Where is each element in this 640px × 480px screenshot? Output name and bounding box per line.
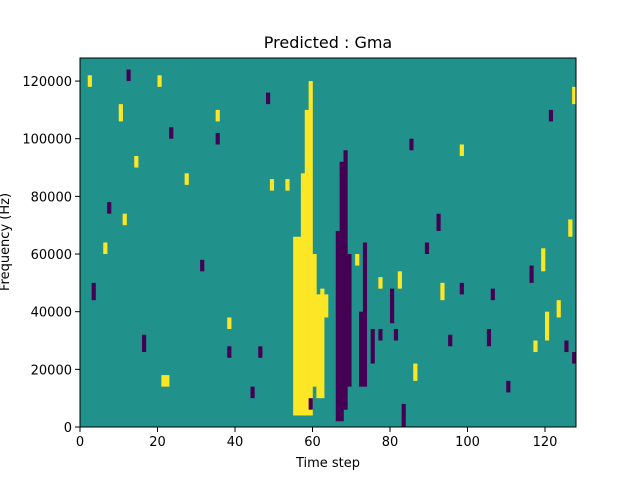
heatmap-cell-60 [448,334,453,347]
heatmap-cell-46 [335,230,340,422]
heatmap-cell-9 [215,109,220,122]
x-axis-label: Time step [295,456,360,471]
heatmap-cell-7 [165,375,170,387]
heatmap-cell-36 [126,69,131,82]
heatmap-cell-59 [436,213,441,231]
x-tick-label: 40 [227,435,244,450]
heatmap-cell-47 [339,161,344,422]
heatmap-cell-8 [184,173,189,185]
heatmap-cell-44 [266,92,271,105]
heatmap-cell-14 [297,236,302,416]
heatmap-cells [87,69,577,427]
heatmap-cell-5 [157,75,162,87]
heatmap-cell-35 [107,202,112,214]
heatmap-cell-16 [304,109,309,416]
heatmap-cell-34 [91,282,96,301]
y-axis: 0 20000 40000 60000 80000 100000 120000 [22,75,80,436]
heatmap-cell-43 [258,346,263,358]
heatmap-cell-0 [87,75,92,87]
y-tick-label: 60000 [31,248,72,263]
heatmap-cell-28 [533,340,538,353]
heatmap-cell-29 [541,248,546,272]
heatmap-cell-13 [293,236,298,416]
y-tick-label: 40000 [31,306,72,321]
heatmap-cell-52 [370,328,375,364]
heatmap-cell-12 [285,179,290,191]
heatmap-cell-55 [393,328,399,341]
heatmap-cell-31 [556,300,561,318]
y-tick-label: 120000 [22,75,72,90]
heatmap-cell-45 [308,398,313,410]
heatmap-cell-38 [169,127,174,139]
y-axis-label: Frequency (Hz) [0,193,13,291]
heatmap-cell-50 [359,311,364,387]
x-tick-label: 0 [76,435,84,450]
heatmap-cell-66 [548,109,554,122]
heatmap-cell-56 [401,403,406,427]
heatmap-cell-40 [215,132,220,145]
heatmap-cell-48 [343,150,348,410]
heatmap-cell-67 [564,340,569,353]
y-tick-label: 80000 [31,190,72,205]
x-tick-label: 80 [382,435,399,450]
plot-area [79,57,577,428]
heatmap-cell-53 [378,328,383,341]
heatmap-cell-15 [300,173,306,416]
heatmap-cell-22 [355,254,360,266]
heatmap-cell-51 [362,242,368,387]
heatmap-cell-4 [134,156,139,168]
heatmap-cell-11 [269,179,275,191]
heatmap-cell-21 [324,294,329,318]
heatmap-cell-23 [378,277,383,289]
plot-frame [79,57,577,428]
plot-background [80,58,576,427]
y-tick-label: 0 [64,421,72,436]
heatmap-cell-42 [250,386,255,399]
x-axis: 0 20 40 60 80 100 120 [76,427,558,450]
x-tick-label: 100 [455,435,480,450]
heatmap-cell-1 [103,242,108,255]
heatmap-cell-17 [308,81,313,416]
heatmap-cell-62 [486,328,492,347]
heatmap-cell-57 [409,138,414,151]
heatmap-cell-24 [397,271,402,289]
heatmap-cell-30 [545,311,550,341]
heatmap-cell-54 [390,288,395,324]
x-tick-label: 120 [533,435,558,450]
heatmap-cell-64 [506,380,511,393]
heatmap-cell-37 [142,334,147,353]
chart-title: Predicted : Gma [264,33,392,52]
heatmap-cell-39 [200,259,205,272]
heatmap-cell-68 [572,352,577,364]
heatmap-cell-26 [440,282,445,301]
heatmap-cell-2 [118,104,123,122]
heatmap-cell-65 [529,265,534,283]
heatmap-cell-32 [568,219,573,237]
heatmap-cell-33 [572,86,577,105]
heatmap-cell-58 [424,242,430,255]
heatmap-cell-19 [316,294,321,399]
x-tick-label: 20 [149,435,166,450]
heatmap-cell-10 [227,317,232,329]
y-tick-label: 100000 [22,133,72,148]
heatmap-cell-6 [161,375,166,387]
x-tick-label: 60 [304,435,321,450]
heatmap-cell-61 [459,282,464,295]
heatmap-cell-49 [347,254,352,387]
heatmap-cell-41 [227,346,232,358]
heatmap-cell-63 [490,288,495,301]
heatmap-cell-18 [312,254,317,387]
heatmap-cell-25 [413,363,418,381]
heatmap-cell-20 [320,288,325,399]
y-tick-label: 20000 [31,363,72,378]
heatmap-cell-27 [459,144,464,157]
heatmap-cell-3 [122,213,127,226]
